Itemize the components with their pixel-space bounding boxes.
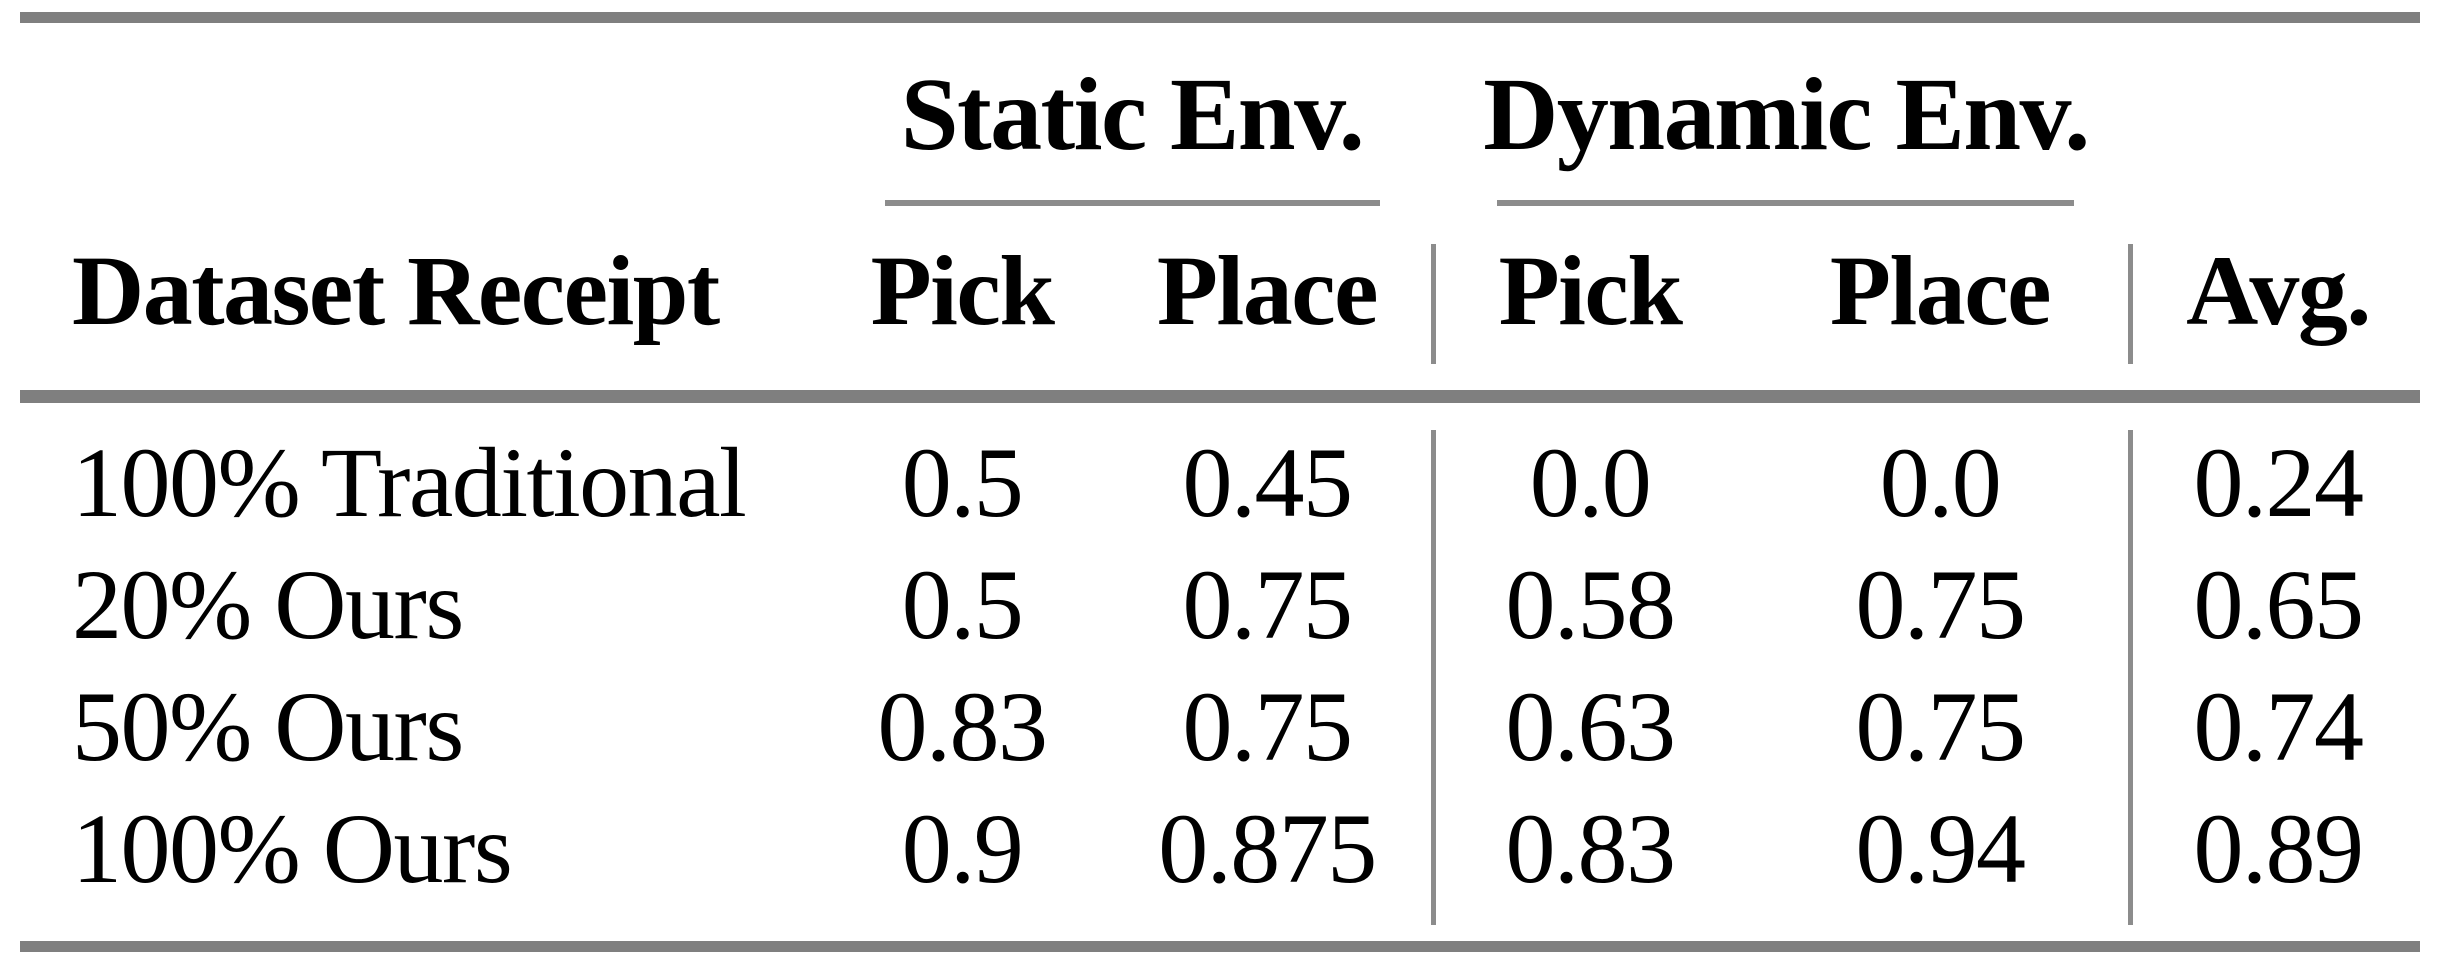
vertical-separator-2-body: [2128, 430, 2133, 925]
cell-static-place: 0.75: [1182, 671, 1354, 782]
cell-dynamic-pick: 0.58: [1505, 549, 1677, 660]
column-header-dataset-receipt: Dataset Receipt: [72, 235, 720, 346]
cell-avg: 0.65: [2193, 549, 2365, 660]
column-header-avg: Avg.: [2186, 235, 2371, 346]
cell-static-place: 0.45: [1182, 427, 1354, 538]
table-top-rule: [20, 12, 2420, 23]
column-header-static-place: Place: [1156, 235, 1379, 346]
cell-avg: 0.89: [2193, 793, 2365, 904]
cell-static-pick: 0.5: [901, 427, 1024, 538]
cell-dynamic-pick: 0.63: [1505, 671, 1677, 782]
cell-avg: 0.74: [2193, 671, 2365, 782]
row-label: 100% Ours: [72, 793, 513, 904]
group-header-static-env: Static Env.: [900, 57, 1365, 172]
cell-static-pick: 0.5: [901, 549, 1024, 660]
vertical-separator-2-header: [2128, 244, 2133, 364]
vertical-separator-1-body: [1431, 430, 1436, 925]
cell-static-pick: 0.83: [877, 671, 1049, 782]
cell-dynamic-place: 0.75: [1855, 549, 2027, 660]
column-header-dynamic-pick: Pick: [1498, 235, 1683, 346]
table-header-rule: [20, 390, 2420, 403]
cell-dynamic-place: 0.0: [1879, 427, 2002, 538]
cell-dynamic-place: 0.94: [1855, 793, 2027, 904]
row-label: 50% Ours: [72, 671, 464, 782]
row-label: 20% Ours: [72, 549, 464, 660]
vertical-separator-1-header: [1431, 244, 1436, 364]
table-bottom-rule: [20, 941, 2420, 952]
cell-static-place: 0.875: [1158, 793, 1377, 904]
dynamic-env-underline: [1497, 200, 2074, 206]
cell-avg: 0.24: [2193, 427, 2365, 538]
cell-dynamic-place: 0.75: [1855, 671, 2027, 782]
row-label: 100% Traditional: [72, 427, 747, 538]
column-header-static-pick: Pick: [870, 235, 1055, 346]
column-header-dynamic-place: Place: [1829, 235, 2052, 346]
group-header-dynamic-env: Dynamic Env.: [1483, 57, 2090, 172]
cell-dynamic-pick: 0.83: [1505, 793, 1677, 904]
cell-static-place: 0.75: [1182, 549, 1354, 660]
cell-dynamic-pick: 0.0: [1529, 427, 1652, 538]
cell-static-pick: 0.9: [901, 793, 1024, 904]
static-env-underline: [885, 200, 1380, 206]
